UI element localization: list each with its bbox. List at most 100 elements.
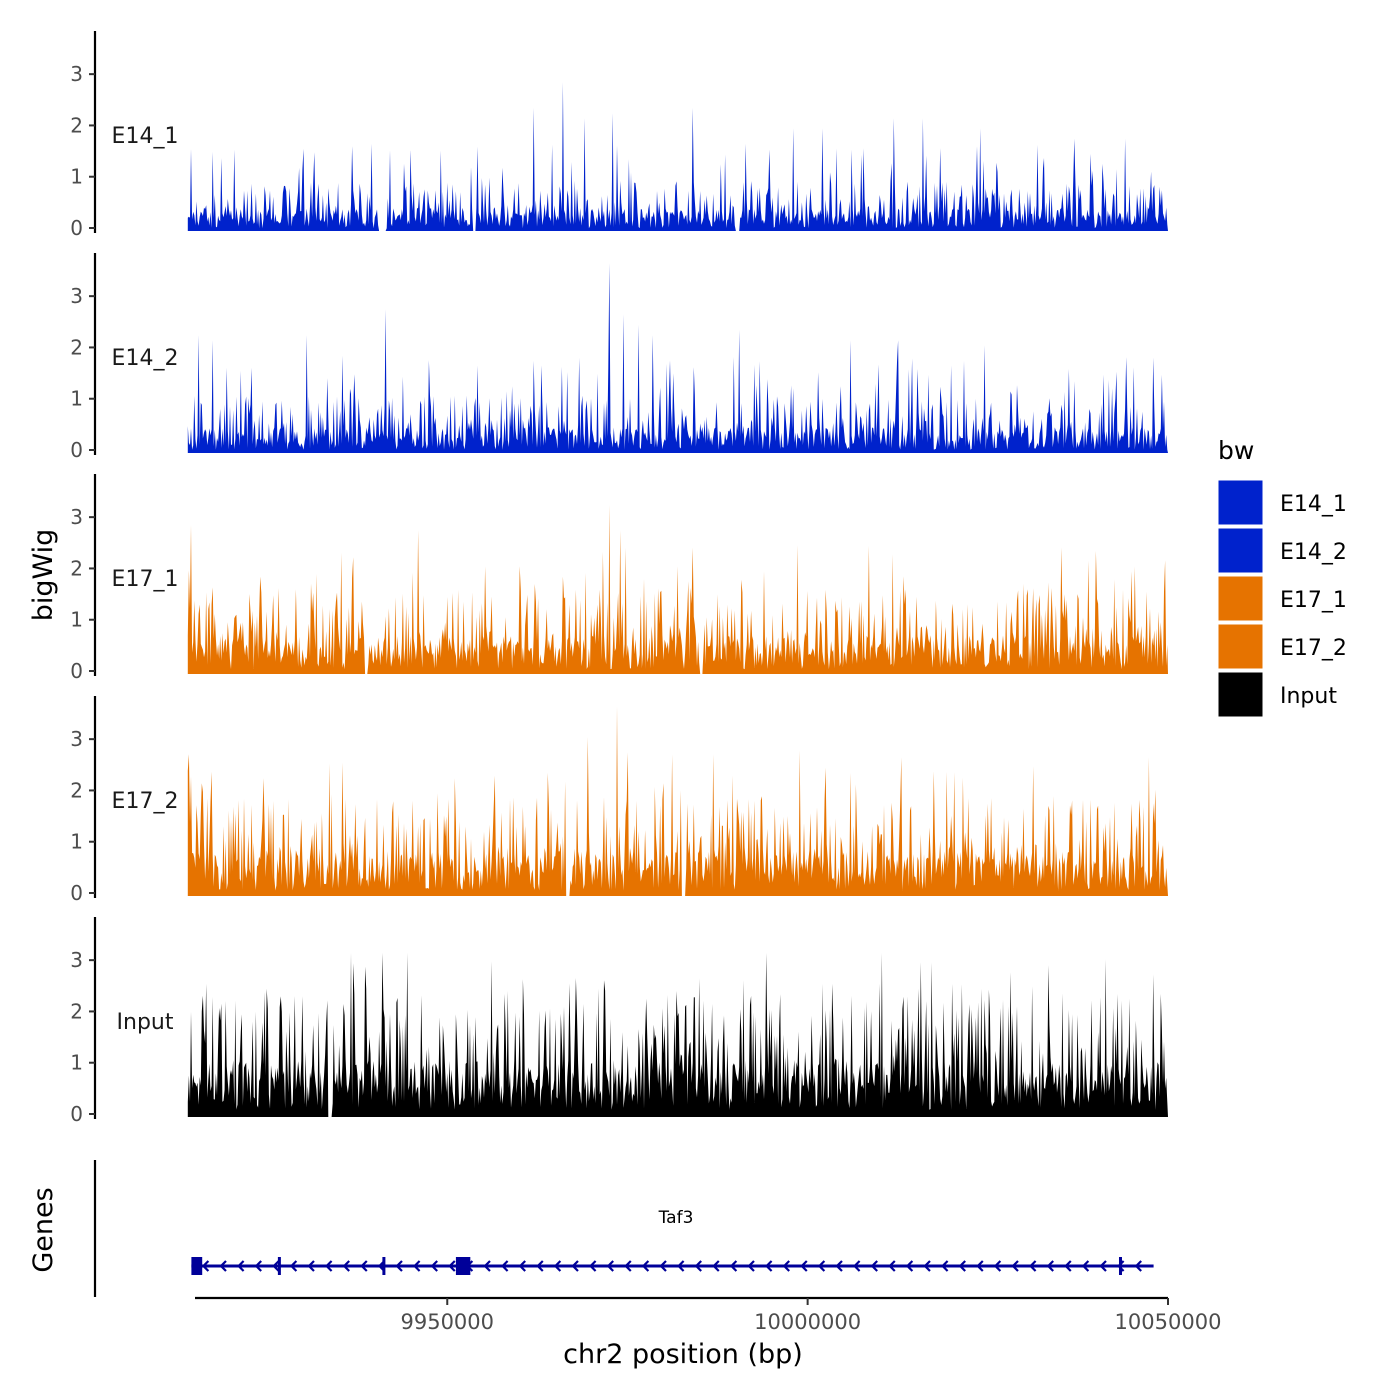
y-tick-label: 1	[70, 608, 83, 632]
strand-arrow	[870, 1260, 878, 1272]
strand-arrow	[1134, 1260, 1142, 1272]
strand-arrow	[272, 1260, 280, 1272]
strand-arrow	[395, 1260, 403, 1272]
signal-area-E14_1	[187, 82, 1169, 231]
strand-arrow	[1029, 1260, 1037, 1272]
strand-arrow	[430, 1260, 438, 1272]
legend-label: Input	[1280, 684, 1337, 709]
signal-area-E17_1	[187, 504, 1169, 674]
strand-arrow	[976, 1260, 984, 1272]
track-E17_2: 0 1 2 3 E17_2	[70, 696, 1169, 905]
y-tick-label: 1	[70, 387, 83, 411]
y-tick-label: 1	[70, 165, 83, 189]
y-tick-label: 3	[70, 727, 83, 751]
strand-arrow	[342, 1260, 350, 1272]
strand-arrow	[958, 1260, 966, 1272]
strand-arrow	[941, 1260, 949, 1272]
strand-arrow	[1046, 1260, 1054, 1272]
x-axis: 9950000 10000000 10050000	[195, 1296, 1221, 1334]
strand-arrow	[888, 1260, 896, 1272]
y-tick-label: 1	[70, 1051, 83, 1075]
track-E14_1: 0 1 2 3 E14_1	[70, 31, 1169, 240]
strand-arrow	[659, 1260, 667, 1272]
legend-key	[1217, 527, 1264, 574]
legend-label: E17_2	[1280, 636, 1347, 661]
strand-arrow	[589, 1260, 597, 1272]
legend-entry-E17_1: E17_1	[1217, 575, 1347, 622]
strand-arrow	[606, 1260, 614, 1272]
track-label: E14_1	[112, 124, 179, 149]
strand-arrow	[905, 1260, 914, 1272]
legend-entry-E14_2: E14_2	[1217, 527, 1347, 574]
track-E14_2: 0 1 2 3 E14_2	[70, 253, 1169, 462]
signal-area-E14_2	[187, 263, 1169, 453]
strand-arrow	[325, 1260, 333, 1272]
strand-arrow	[1011, 1260, 1019, 1272]
legend: bw E14_1 E14_2 E17_1 E17_2 Input	[1217, 436, 1347, 718]
y-tick-label: 3	[70, 284, 83, 308]
legend-title: bw	[1218, 436, 1254, 465]
x-axis-title: chr2 position (bp)	[563, 1339, 803, 1370]
strand-arrow	[1081, 1260, 1090, 1272]
strand-arrow	[694, 1260, 702, 1272]
signal-area-E17_2	[187, 706, 1169, 896]
y-tick-label: 0	[70, 438, 83, 462]
legend-key	[1217, 479, 1264, 526]
y-tick-label: 3	[70, 948, 83, 972]
y-tick-label: 2	[70, 335, 83, 359]
strand-arrow	[254, 1260, 262, 1272]
strand-arrow	[817, 1260, 826, 1272]
exon	[1118, 1257, 1122, 1275]
legend-entry-E17_2: E17_2	[1217, 623, 1347, 670]
strand-arrow	[571, 1260, 579, 1272]
strand-arrow	[765, 1260, 773, 1272]
strand-arrow	[641, 1260, 650, 1272]
exon	[277, 1257, 281, 1275]
strand-arrow	[782, 1260, 790, 1272]
exon	[191, 1257, 203, 1275]
legend-label: E17_1	[1280, 588, 1347, 613]
strand-arrow	[289, 1260, 298, 1272]
y-axis-title: bigWig	[28, 529, 59, 622]
track-label: E17_2	[112, 789, 179, 814]
strand-arrow	[483, 1260, 491, 1272]
genes-axis-title: Genes	[28, 1187, 59, 1272]
strand-arrow	[747, 1260, 755, 1272]
strand-arrow	[553, 1260, 562, 1272]
legend-key	[1217, 575, 1264, 622]
strand-arrow	[712, 1260, 720, 1272]
x-tick-label: 9950000	[400, 1310, 494, 1334]
y-tick-label: 3	[70, 62, 83, 86]
strand-arrow	[835, 1260, 843, 1272]
x-tick-label: 10000000	[754, 1310, 861, 1334]
strand-arrow	[1099, 1260, 1107, 1272]
strand-arrow	[448, 1260, 456, 1272]
strand-arrow	[923, 1260, 931, 1272]
strand-arrow	[853, 1260, 861, 1272]
legend-key	[1217, 671, 1264, 718]
y-tick-label: 0	[70, 659, 83, 683]
track-label: E17_1	[112, 567, 179, 592]
exon	[382, 1257, 386, 1275]
strand-arrow	[219, 1260, 227, 1272]
legend-entry-E14_1: E14_1	[1217, 479, 1347, 526]
bigwig-tracks: 0 1 2 3 E14_1 0 1 2 3 E14_2 0 1 2 3 E17_1 0 1 2 3 E17_2 0 1 2 3…	[70, 31, 1169, 1126]
y-tick-label: 2	[70, 778, 83, 802]
track-Input: 0 1 2 3 Input	[70, 917, 1169, 1126]
legend-label: E14_2	[1280, 540, 1347, 565]
y-tick-label: 1	[70, 830, 83, 854]
legend-entry-Input: Input	[1217, 671, 1337, 718]
y-tick-label: 3	[70, 505, 83, 529]
strand-arrow	[501, 1260, 509, 1272]
strand-arrow	[307, 1260, 315, 1272]
gene-track: Taf3	[93, 1160, 1154, 1297]
strand-arrow	[800, 1260, 808, 1272]
strand-arrow	[360, 1260, 368, 1272]
strand-arrow	[993, 1260, 1002, 1272]
track-label: Input	[117, 1010, 174, 1035]
strand-arrow	[1064, 1260, 1072, 1272]
strand-arrow	[729, 1260, 738, 1272]
gene-label: Taf3	[658, 1208, 694, 1228]
strand-arrow	[624, 1260, 632, 1272]
